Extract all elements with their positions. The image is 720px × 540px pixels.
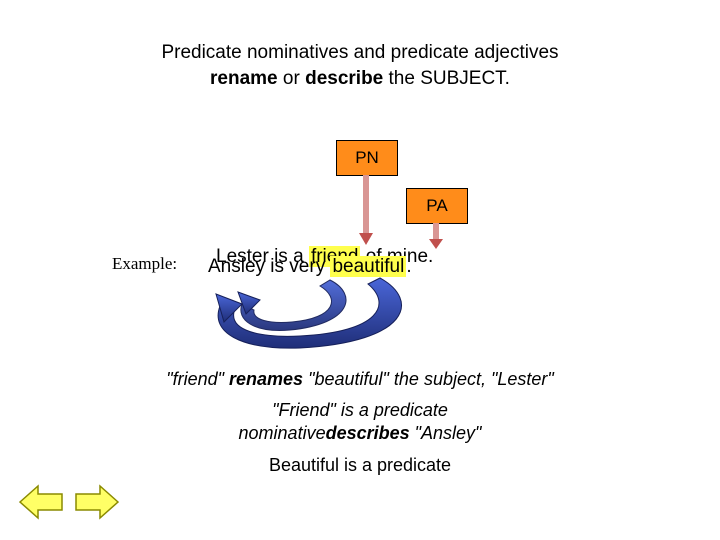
pn-box: PN (336, 140, 398, 176)
c3-s2: "Ansley" (410, 423, 482, 443)
title-b1: rename (210, 68, 278, 89)
prev-button[interactable] (18, 482, 64, 522)
nav-buttons (18, 482, 120, 522)
caption-4: Beautiful is a predicate (0, 455, 720, 476)
pn-label: PN (355, 148, 379, 168)
c1-s0: "friend" (166, 369, 229, 389)
title-b2: describe (305, 68, 383, 89)
c1-s1: renames (229, 369, 303, 389)
c3-s1: describes (326, 423, 410, 443)
caption-2: "Friend" is a predicate (0, 400, 720, 421)
c3-s0: nominative (239, 423, 326, 443)
title-mid: or (278, 68, 305, 89)
title-line1: Predicate nominatives and predicate adje… (161, 42, 558, 63)
pa-box: PA (406, 188, 468, 224)
c1-s3: the subject, (394, 369, 491, 389)
next-button[interactable] (74, 482, 120, 522)
c1-s4: "Lester" (491, 369, 554, 389)
pa-label: PA (426, 196, 447, 216)
caption-3: nominativedescribes "Ansley" (0, 423, 720, 444)
c1-s2: "beautiful" (303, 369, 394, 389)
pn-down-arrow (356, 175, 376, 247)
page-title: Predicate nominatives and predicate adje… (0, 40, 720, 91)
curved-arrows (180, 270, 500, 360)
example-label: Example: (112, 254, 177, 274)
c4-s0: Beautiful is a predicate (269, 455, 451, 475)
c2-s0: "Friend" is a predicate (272, 400, 448, 420)
title-post: the SUBJECT. (383, 68, 510, 89)
caption-1: "friend" renames "beautiful" the subject… (0, 369, 720, 390)
